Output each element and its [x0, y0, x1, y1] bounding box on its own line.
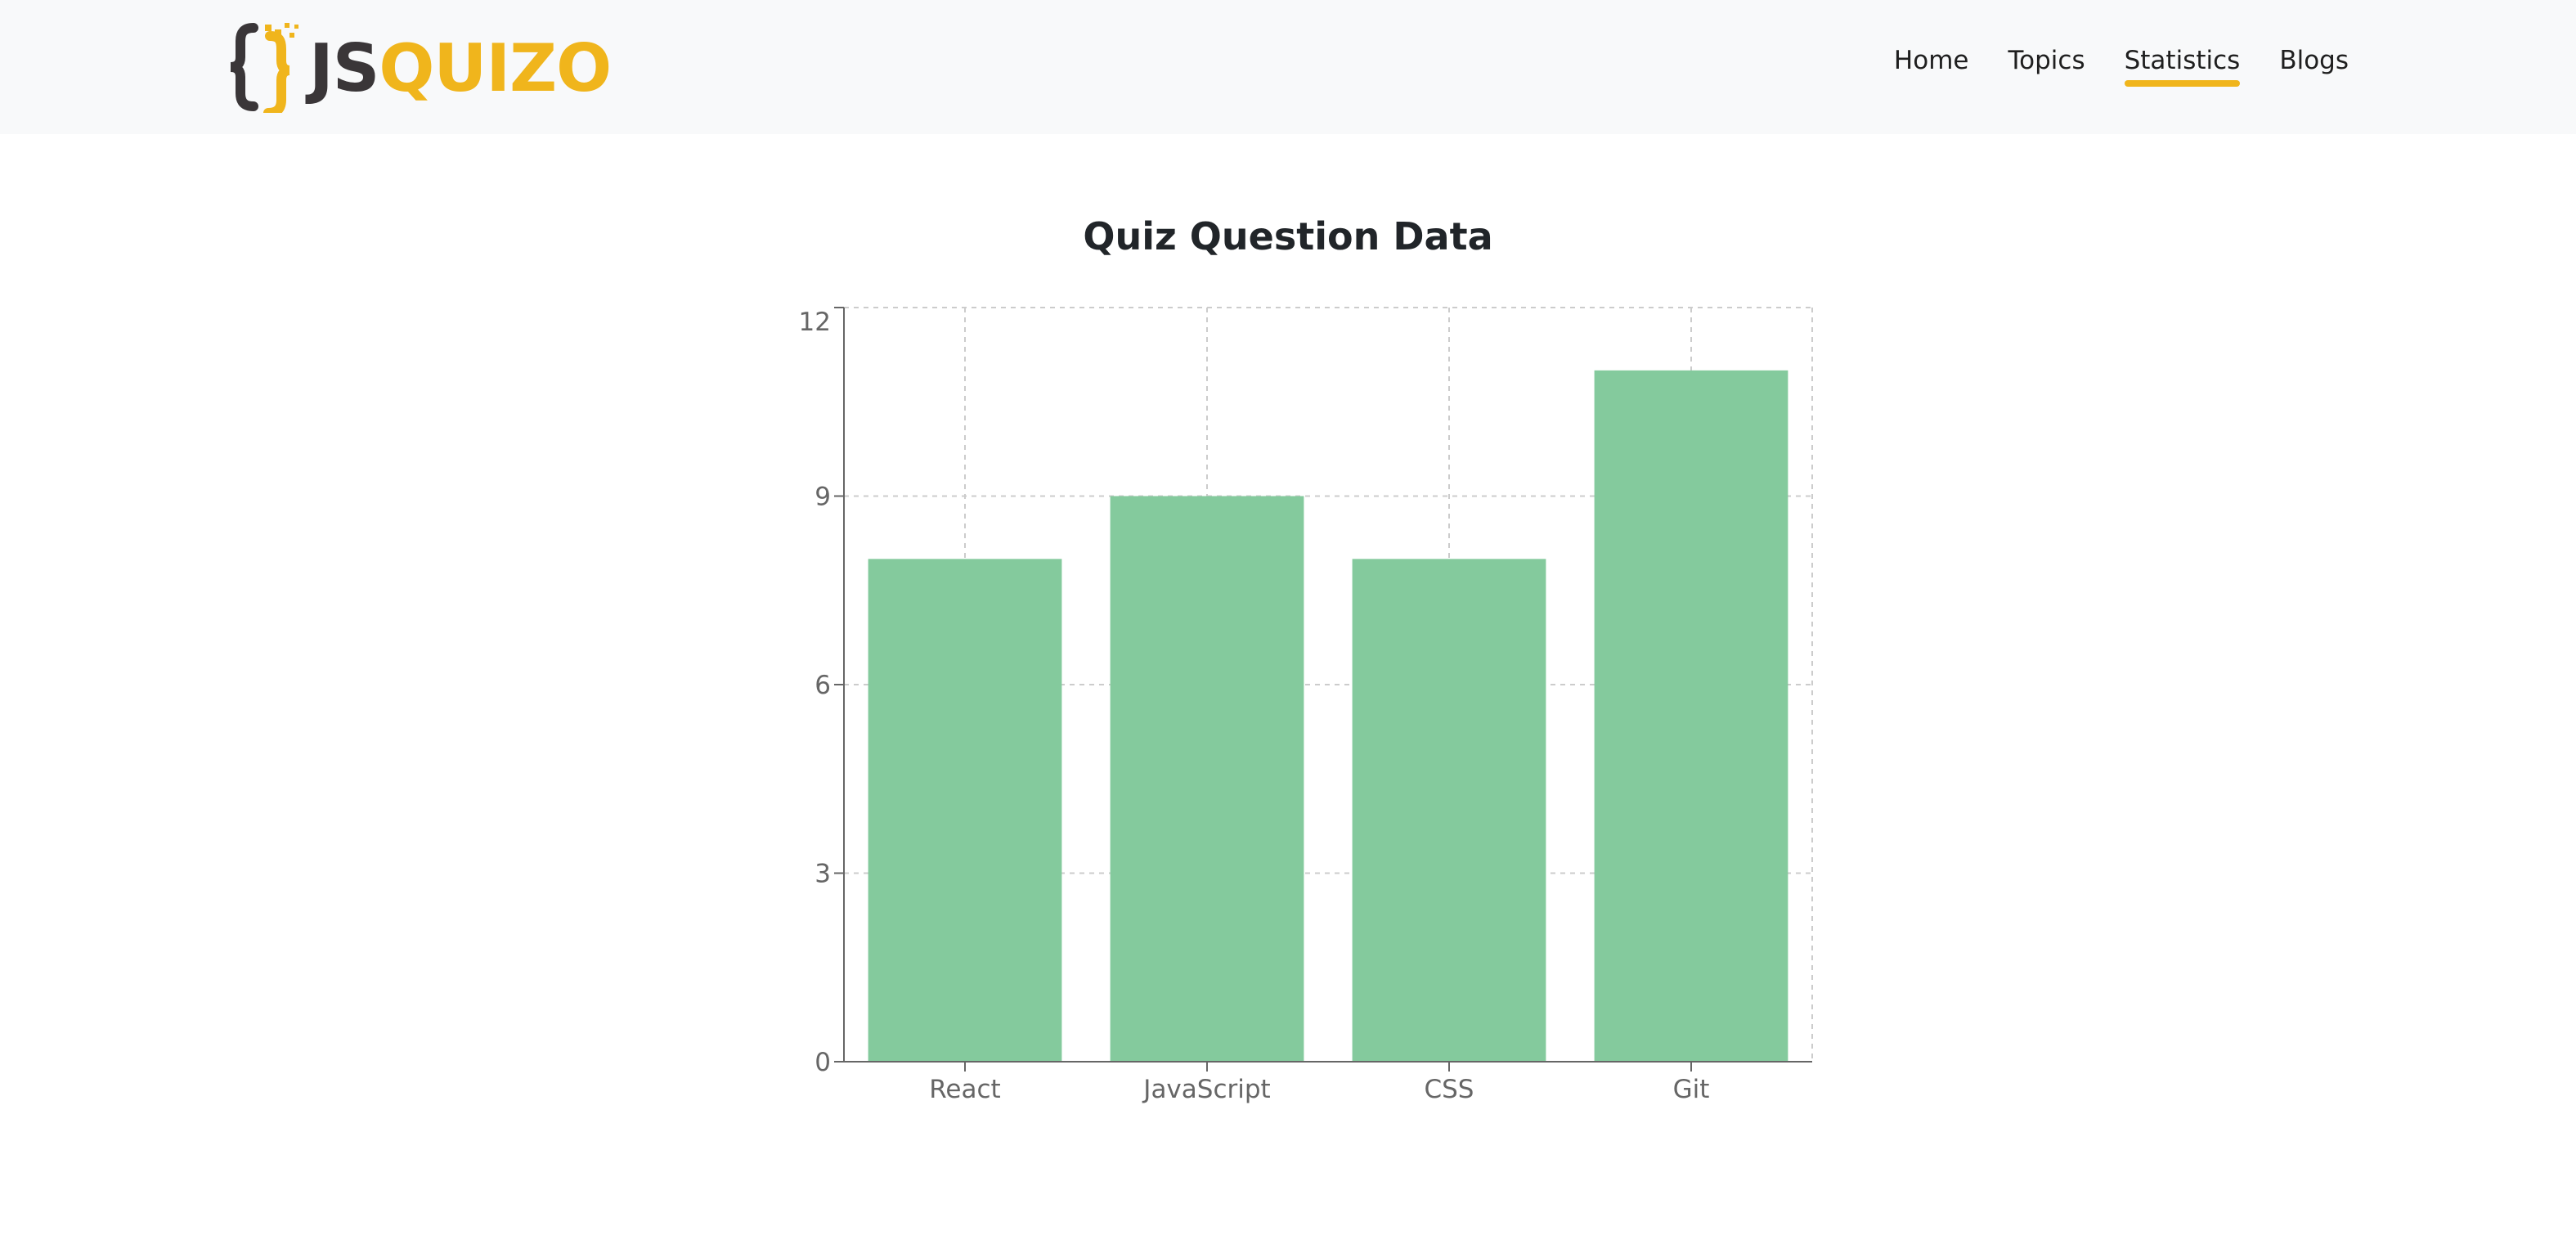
bar-javascript[interactable]: [1110, 496, 1304, 1063]
bar-git[interactable]: [1594, 370, 1788, 1062]
chart-axes: [834, 307, 1812, 1072]
y-tick-label-1: 3: [815, 860, 831, 889]
logo-text: JSQUIZO: [309, 36, 612, 101]
y-tick-label-0: 0: [815, 1048, 831, 1077]
nav-link-topics[interactable]: Topics: [2008, 46, 2085, 75]
chart-bars: [868, 370, 1788, 1063]
nav-link-statistics[interactable]: Statistics: [2124, 46, 2240, 87]
x-tick-label-css: CSS: [1424, 1075, 1474, 1104]
chart-title: Quiz Question Data: [1083, 214, 1493, 258]
y-tick-label-3: 9: [815, 483, 831, 512]
bar-react[interactable]: [868, 559, 1062, 1062]
navbar: JSQUIZO Home Topics Statistics Blogs: [0, 0, 2576, 134]
y-tick-label-2: 6: [815, 671, 831, 700]
x-tick-label-react: React: [929, 1075, 1000, 1104]
x-tick-label-git: Git: [1673, 1075, 1710, 1104]
bar-css[interactable]: [1352, 559, 1546, 1062]
x-tick-label-javascript: JavaScript: [1142, 1075, 1270, 1104]
y-tick-label-4: 12: [799, 308, 831, 337]
logo-text-quizo: QUIZO: [379, 30, 612, 106]
main-nav: Home Topics Statistics Blogs: [1893, 46, 2349, 87]
nav-link-home[interactable]: Home: [1893, 46, 1969, 75]
chart-labels: 0 3 6 9 12 React JavaScript CSS Git: [799, 308, 1710, 1104]
logo-text-js: JS: [309, 30, 379, 106]
logo-braces-icon: [230, 23, 298, 113]
logo[interactable]: JSQUIZO: [229, 21, 612, 113]
nav-link-blogs[interactable]: Blogs: [2279, 46, 2349, 75]
